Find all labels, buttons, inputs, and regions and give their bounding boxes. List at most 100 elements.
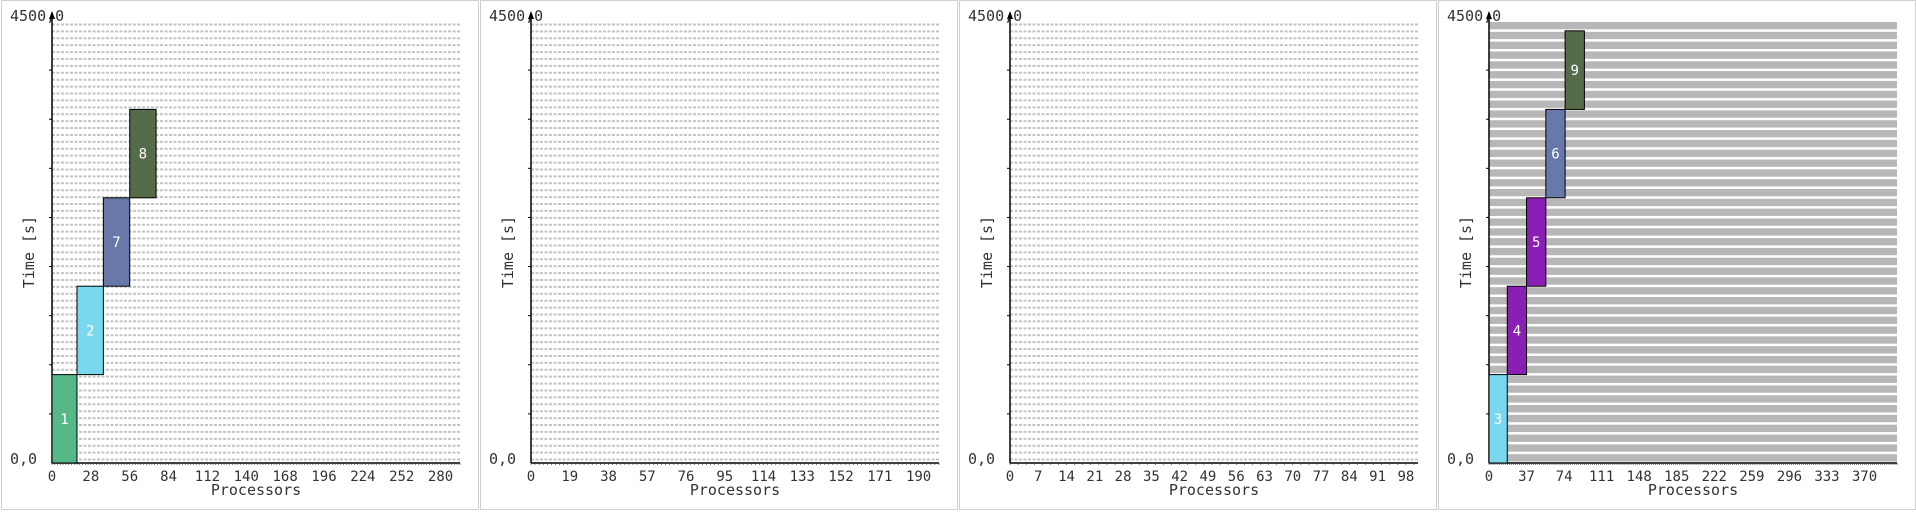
x-tick-label: 333 xyxy=(1814,469,1839,485)
x-tick-label: 111 xyxy=(1589,469,1614,485)
stripe-row xyxy=(1489,238,1897,246)
x-tick-label: 168 xyxy=(272,469,297,485)
stripe-row xyxy=(1489,130,1897,138)
x-axis-label: Processors xyxy=(690,481,780,499)
job-label: 8 xyxy=(139,147,147,163)
x-tick-label: 38 xyxy=(600,469,617,485)
gantt-chart-1: 0 28 56 84 112 140 168 196 224 252 2804500,00,0Pro… xyxy=(10,7,461,499)
x-tick-label: 42 xyxy=(1171,469,1188,485)
chart-panel-3: 0 7 14 21 28 35 42 49 56 63 70 77 84 91 98 4500,0 0,0 Pro… xyxy=(959,0,1437,510)
stripe-row xyxy=(1489,208,1897,216)
stripe-row xyxy=(1489,287,1897,295)
stripe-row xyxy=(1489,159,1897,167)
stripe-grid xyxy=(1489,22,1897,462)
gantt-chart-3: 0 7 14 21 28 35 42 49 56 63 70 77 84 91 98 4500,0 0,0 Pro… xyxy=(968,7,1418,499)
stripe-row xyxy=(1489,22,1897,30)
job-rect xyxy=(1506,285,1528,376)
job-bar-4: 4 xyxy=(1506,285,1528,376)
x-tick-label: 112 xyxy=(195,469,220,485)
stripe-row xyxy=(1489,444,1897,452)
y-axis-arrow xyxy=(528,11,534,19)
stripe-row xyxy=(1489,169,1897,177)
stripe-row xyxy=(1489,139,1897,148)
stripe-row xyxy=(1489,355,1897,364)
x-tick-label: 171 xyxy=(867,469,892,485)
x-tick-label: 0 xyxy=(1006,469,1014,485)
x-axis-label: Processors xyxy=(1648,481,1738,499)
y-axis-label: Time [s] xyxy=(1457,216,1475,288)
job-label: 4 xyxy=(1513,323,1521,339)
y-min-label: 0,0 xyxy=(968,450,995,468)
x-tick-label: 190 xyxy=(906,469,931,485)
stripe-row xyxy=(1489,31,1897,40)
x-tick-label: 19 xyxy=(561,469,578,485)
x-tick-label: 0 xyxy=(527,469,535,485)
y-min-label: 0,0 xyxy=(10,450,37,468)
x-axis-label: Processors xyxy=(211,481,301,499)
stripe-row xyxy=(1489,41,1897,49)
x-tick-label: 98 xyxy=(1397,469,1414,485)
job-label: 9 xyxy=(1571,63,1579,79)
stripe-row xyxy=(1489,395,1897,403)
job-bar-6: 6 xyxy=(1545,108,1566,199)
x-tick-label: 140 xyxy=(234,469,259,485)
y-max-label: 4500,0 xyxy=(489,7,543,25)
stripe-row xyxy=(1489,424,1897,433)
y-axis-label: Time [s] xyxy=(978,216,996,288)
chart-panel-2: 0 19 38 57 76 95 114 133 152 171 190 4500,0 0,0 Proce… xyxy=(480,0,958,510)
x-tick-label: 185 xyxy=(1664,469,1689,485)
y-min-label: 0,0 xyxy=(489,450,516,468)
job-bar-8: 8 xyxy=(129,108,157,199)
job-rect xyxy=(1526,197,1547,287)
x-tick-label: 56 xyxy=(121,469,138,485)
stripe-row xyxy=(1489,375,1897,383)
x-tick-label: 148 xyxy=(1627,469,1652,485)
job-bar-5: 5 xyxy=(1526,197,1547,287)
stripe-row xyxy=(1489,385,1897,393)
y-axis-label: Time [s] xyxy=(499,216,517,288)
stripe-row xyxy=(1489,247,1897,256)
job-label: 3 xyxy=(1494,412,1502,428)
x-tick-label: 114 xyxy=(751,469,776,485)
y-min-label: 0,0 xyxy=(1447,450,1474,468)
job-label: 2 xyxy=(86,323,94,339)
x-tick-label: 35 xyxy=(1143,469,1160,485)
stripe-grid xyxy=(1010,23,1418,461)
stripe-row xyxy=(1489,365,1897,374)
x-tick-label: 152 xyxy=(828,469,853,485)
stripe-row xyxy=(1489,90,1897,99)
job-bar-2: 2 xyxy=(76,285,104,376)
job-rect xyxy=(129,108,157,199)
x-tick-label: 259 xyxy=(1739,469,1764,485)
x-tick-label: 196 xyxy=(311,469,336,485)
y-axis-arrow xyxy=(1007,11,1013,19)
y-max-label: 4500,0 xyxy=(968,7,1022,25)
job-bar-9: 9 xyxy=(1564,30,1585,110)
stripe-row xyxy=(1489,336,1897,344)
stripe-row xyxy=(1489,179,1897,187)
x-tick-label: 76 xyxy=(678,469,695,485)
stripe-row xyxy=(1489,61,1897,69)
job-label: 5 xyxy=(1532,235,1540,251)
stripe-row xyxy=(1489,188,1897,197)
y-axis-label: Time [s] xyxy=(20,216,38,288)
chart-panel-4: 0 37 74 111 148 185 222 259 296 333 370 4500,0 0,0 Pr… xyxy=(1438,0,1916,510)
x-tick-label: 133 xyxy=(790,469,815,485)
x-tick-label: 21 xyxy=(1086,469,1103,485)
y-max-label: 4500,0 xyxy=(10,7,64,25)
x-tick-label: 0 xyxy=(1485,469,1493,485)
chart-panel-1: 0 28 56 84 112 140 168 196 224 252 280 4500,0 0,0 Pro… xyxy=(1,0,479,510)
stripe-grid xyxy=(531,23,939,461)
x-tick-label: 224 xyxy=(350,469,375,485)
x-tick-label: 28 xyxy=(1115,469,1132,485)
job-label: 7 xyxy=(112,235,120,251)
stripe-row xyxy=(1489,149,1897,158)
stripe-row xyxy=(1489,405,1897,413)
job-label: 6 xyxy=(1551,147,1559,163)
stripe-row xyxy=(1489,346,1897,354)
x-tick-label: 0 xyxy=(48,469,56,485)
stripe-row xyxy=(1489,110,1897,118)
y-max-label: 4500,0 xyxy=(1447,7,1501,25)
job-rect xyxy=(76,285,104,376)
x-tick-label: 7 xyxy=(1034,469,1042,485)
